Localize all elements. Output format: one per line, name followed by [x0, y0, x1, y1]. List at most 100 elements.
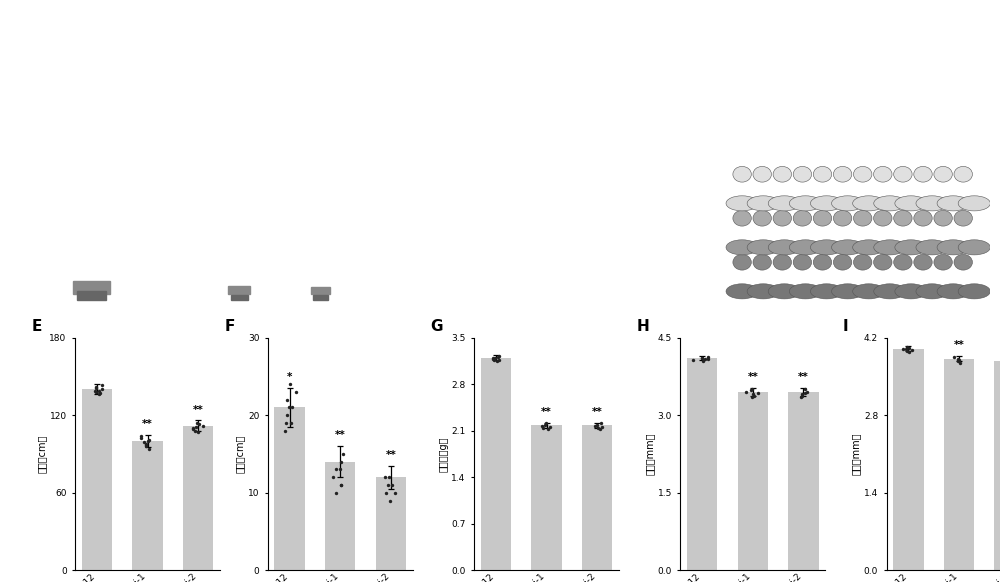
Text: **: **	[954, 340, 964, 350]
Point	[191, 420, 207, 429]
Point	[284, 403, 300, 412]
Ellipse shape	[954, 254, 972, 270]
Point	[745, 390, 761, 399]
Point	[92, 389, 108, 398]
Bar	[994, 361, 1000, 570]
Bar	[132, 441, 163, 570]
Ellipse shape	[914, 254, 932, 270]
Point	[489, 356, 505, 365]
Point	[794, 391, 810, 400]
Text: RNAi-1: RNAi-1	[223, 303, 256, 313]
Point	[277, 426, 293, 435]
Circle shape	[895, 240, 927, 255]
Ellipse shape	[753, 211, 771, 226]
Point	[534, 421, 550, 431]
Point	[799, 387, 815, 396]
Text: **: **	[541, 407, 552, 417]
Circle shape	[916, 240, 948, 255]
Text: **: **	[592, 407, 603, 417]
Circle shape	[895, 196, 927, 211]
Bar	[77, 291, 106, 300]
Point	[185, 425, 201, 434]
Point	[94, 385, 110, 394]
Point	[138, 440, 154, 449]
Point	[377, 473, 393, 482]
Point	[384, 480, 400, 489]
Text: E: E	[32, 319, 42, 334]
Point	[750, 388, 766, 398]
Point	[382, 496, 398, 505]
Point	[328, 488, 344, 498]
Ellipse shape	[753, 166, 771, 182]
Y-axis label: 株高（cm）: 株高（cm）	[37, 435, 47, 473]
Bar	[788, 392, 819, 570]
Point	[88, 384, 104, 393]
Point	[685, 355, 701, 364]
Bar	[231, 294, 248, 300]
Point	[592, 425, 608, 434]
Point	[999, 360, 1000, 370]
Point	[797, 385, 813, 394]
Point	[898, 344, 914, 353]
Text: RNAi-1: RNAi-1	[665, 211, 694, 219]
Point	[899, 342, 915, 352]
Point	[901, 347, 917, 357]
Text: *: *	[287, 372, 292, 382]
Text: A: A	[21, 15, 34, 33]
Point	[195, 421, 211, 430]
Point	[899, 346, 915, 356]
Ellipse shape	[894, 211, 912, 226]
Circle shape	[937, 196, 969, 211]
Text: B: B	[400, 15, 413, 33]
Text: **: **	[798, 372, 809, 382]
Point	[593, 418, 609, 428]
Text: **: **	[335, 430, 346, 441]
Point	[188, 422, 204, 431]
Bar	[325, 462, 355, 570]
Circle shape	[958, 196, 990, 211]
Text: C: C	[662, 144, 672, 158]
Point	[589, 421, 605, 430]
Point	[700, 354, 716, 364]
Text: RNAi-2: RNAi-2	[665, 254, 694, 264]
Point	[91, 390, 107, 399]
Circle shape	[958, 284, 990, 299]
Point	[901, 343, 917, 352]
Point	[904, 346, 920, 355]
Circle shape	[768, 240, 800, 255]
Circle shape	[747, 240, 779, 255]
Point	[278, 418, 294, 428]
Point	[694, 353, 710, 363]
Bar	[376, 477, 406, 570]
Bar	[311, 288, 330, 294]
Bar	[944, 359, 974, 570]
Circle shape	[810, 196, 843, 211]
Point	[378, 488, 394, 498]
Point	[282, 379, 298, 389]
Point	[279, 395, 295, 404]
Ellipse shape	[934, 211, 952, 226]
Point	[535, 423, 551, 432]
Text: **: **	[747, 372, 758, 382]
Circle shape	[810, 284, 843, 299]
Point	[490, 352, 506, 361]
Circle shape	[853, 284, 885, 299]
Point	[738, 387, 754, 396]
Point	[946, 352, 962, 361]
Point	[746, 391, 762, 400]
Point	[381, 473, 397, 482]
Circle shape	[937, 240, 969, 255]
Circle shape	[853, 196, 885, 211]
Ellipse shape	[874, 211, 892, 226]
Circle shape	[874, 284, 906, 299]
Text: RNAi-1: RNAi-1	[665, 240, 694, 249]
Bar	[531, 425, 562, 570]
Ellipse shape	[773, 166, 792, 182]
Point	[694, 354, 710, 363]
Point	[793, 392, 809, 402]
Ellipse shape	[773, 211, 792, 226]
Text: P898012: P898012	[665, 196, 702, 205]
Point	[491, 351, 507, 360]
Point	[88, 382, 104, 391]
Point	[486, 355, 502, 364]
